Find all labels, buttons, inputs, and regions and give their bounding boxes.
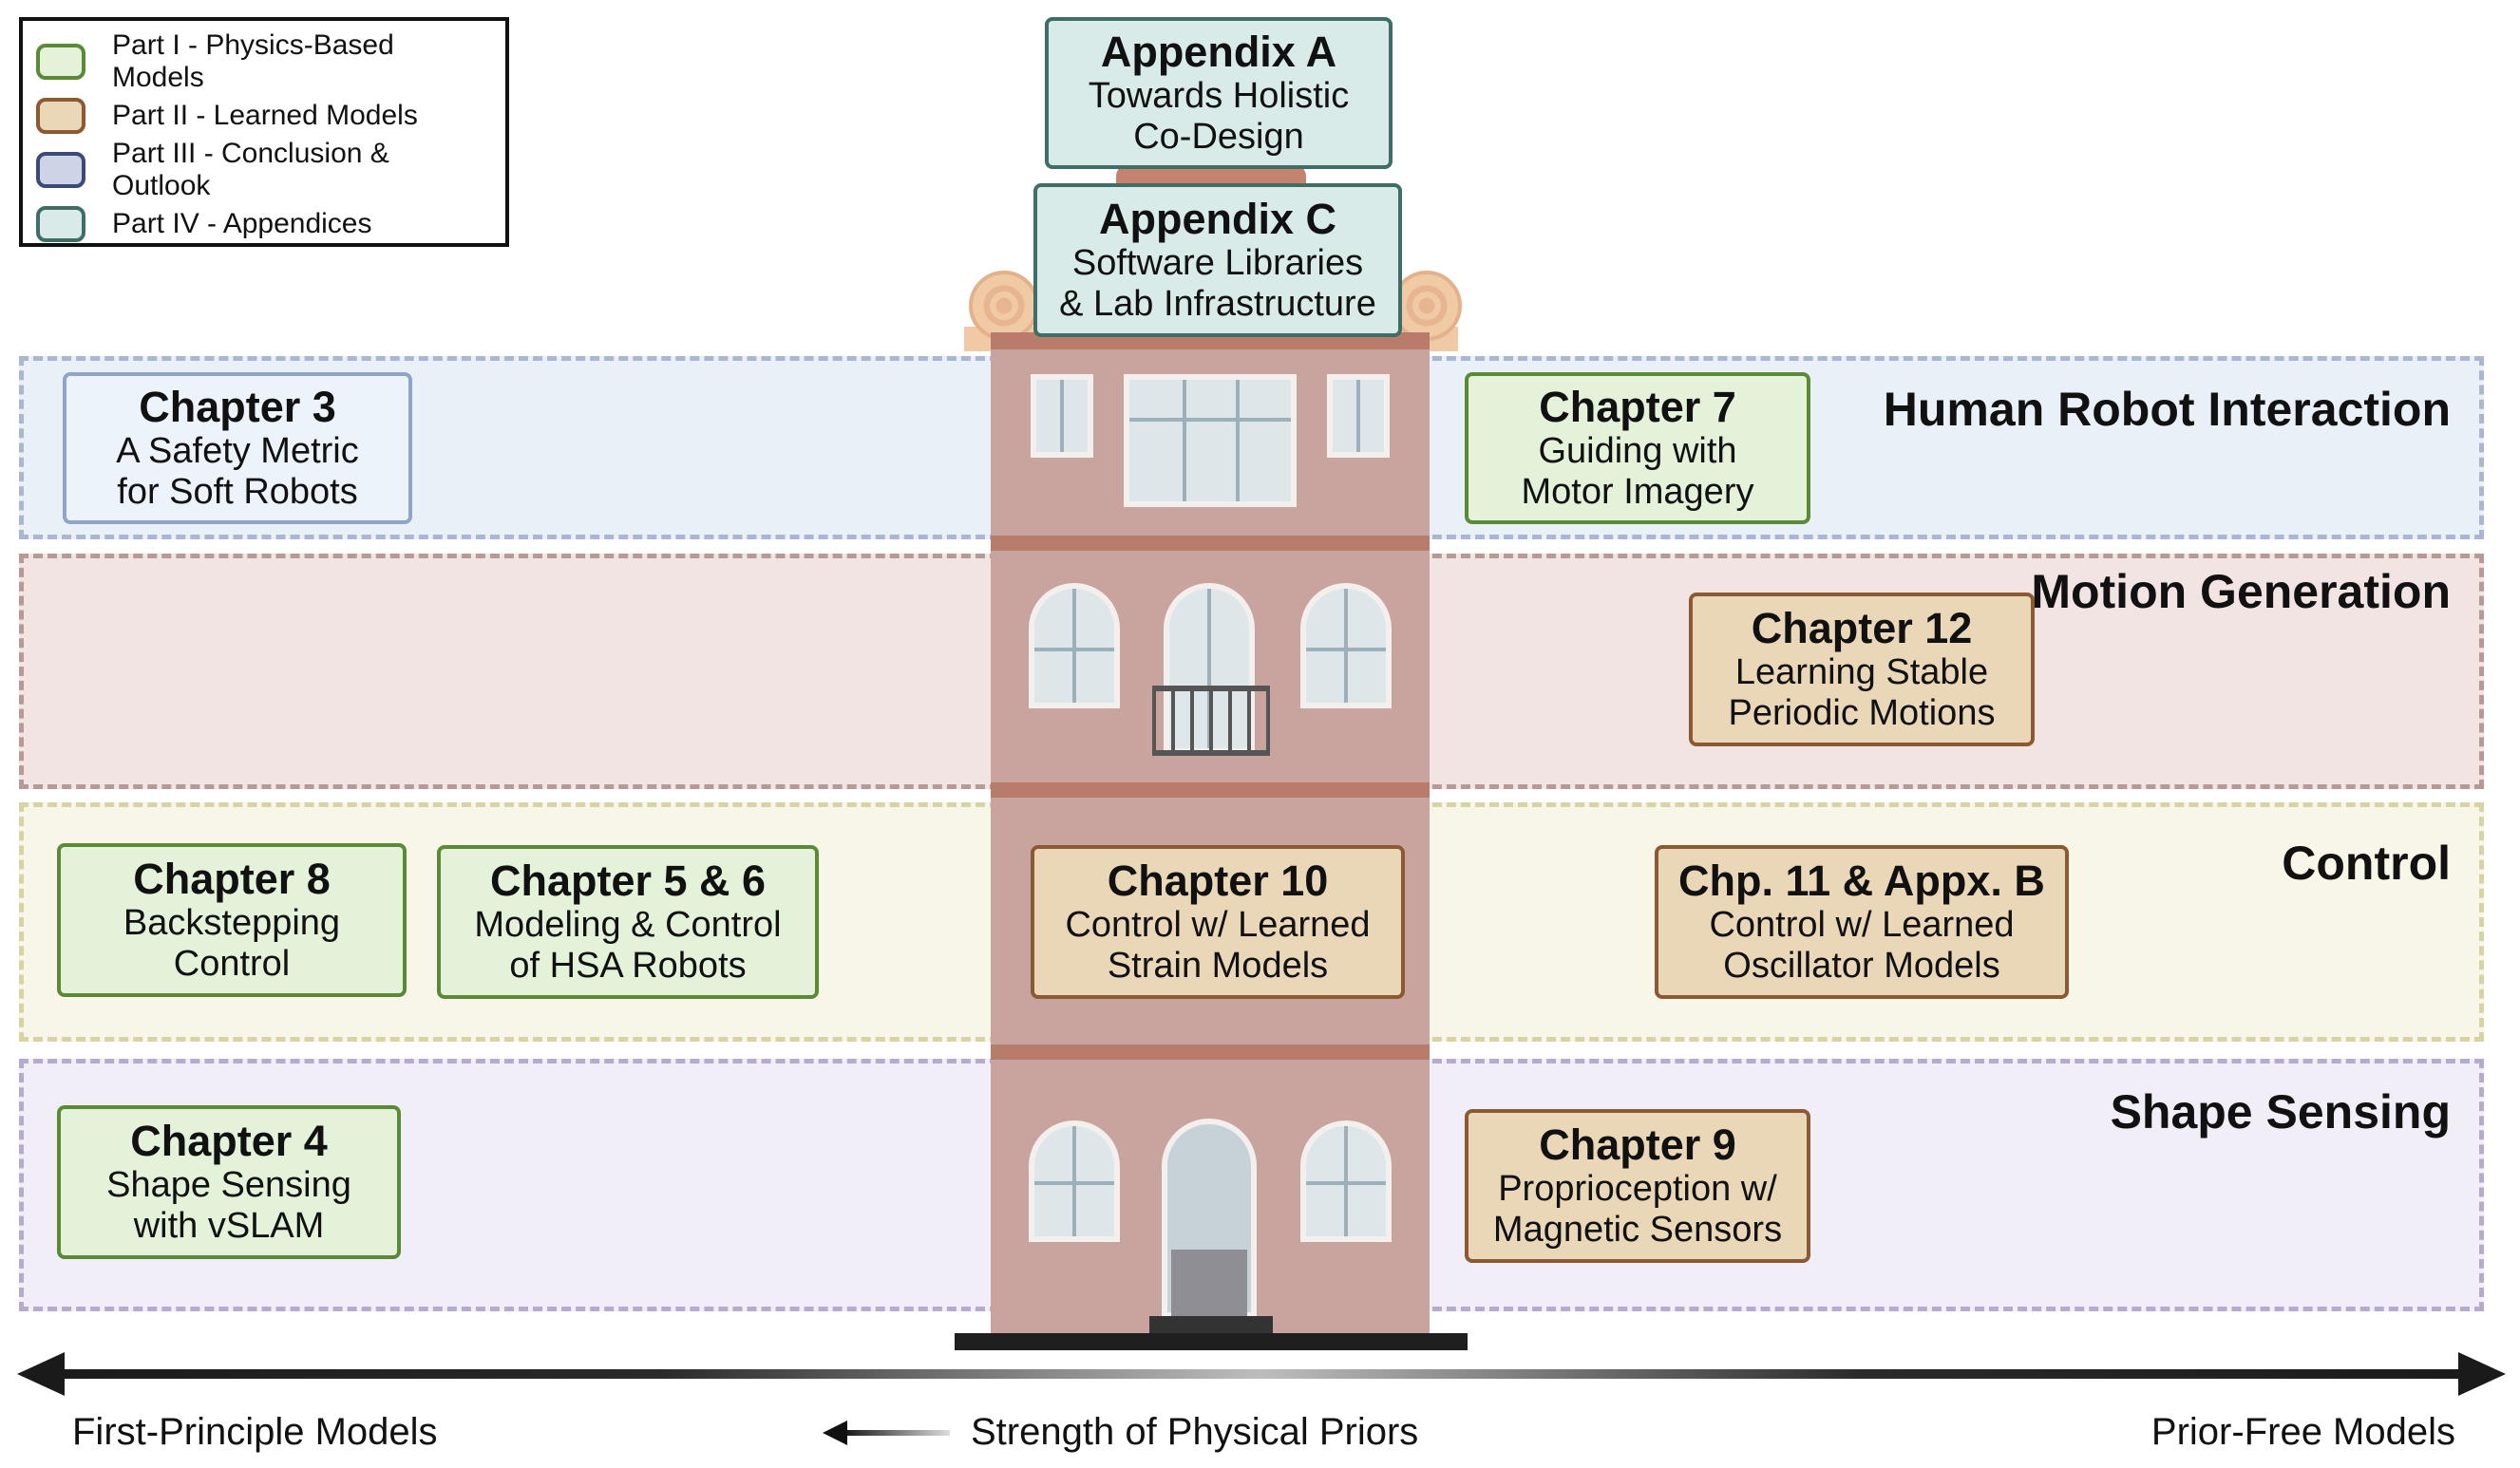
legend-swatch-part-3 xyxy=(36,151,85,188)
floor-separator xyxy=(991,1045,1430,1060)
building-window xyxy=(1029,1120,1120,1242)
roof-ornament-left xyxy=(969,271,1039,341)
axis-arrowhead-right xyxy=(2458,1352,2506,1396)
box-line: Proprioception w/ xyxy=(1498,1169,1777,1209)
box-line: Strain Models xyxy=(1107,946,1329,986)
legend-label: Part II - Learned Models xyxy=(112,99,418,131)
building-step xyxy=(1149,1316,1273,1335)
box-line: for Soft Robots xyxy=(117,472,358,512)
box-title: Chapter 9 xyxy=(1539,1120,1736,1169)
building-window xyxy=(1031,374,1093,458)
box-line: Guiding with xyxy=(1538,431,1737,471)
balcony xyxy=(1152,686,1270,756)
box-line: Control xyxy=(173,944,291,984)
legend-item: Part II - Learned Models xyxy=(36,88,492,142)
legend-item: Part IV - Appendices xyxy=(36,197,492,251)
building-window xyxy=(1327,374,1390,458)
box-line: A Safety Metric xyxy=(116,431,359,471)
legend-label: Part IV - Appendices xyxy=(112,207,372,239)
box-title: Appendix A xyxy=(1100,28,1337,76)
box-appendix-a: Appendix A Towards Holistic Co-Design xyxy=(1045,17,1393,169)
box-title: Chapter 4 xyxy=(130,1117,328,1165)
legend-swatch-part-2 xyxy=(36,97,85,134)
priors-arrow-icon xyxy=(823,1421,950,1445)
door-panel xyxy=(1171,1250,1247,1316)
building-window xyxy=(1300,1120,1392,1242)
box-title: Chapter 5 & 6 xyxy=(489,856,767,905)
box-line: Shape Sensing xyxy=(106,1165,351,1205)
box-line: Periodic Motions xyxy=(1728,693,1996,733)
legend-swatch-part-4 xyxy=(36,205,85,242)
box-chapter-10: Chapter 10 Control w/ Learned Strain Mod… xyxy=(1031,845,1405,999)
band-title: Human Robot Interaction xyxy=(1883,383,2451,436)
axis-label-center: Strength of Physical Priors xyxy=(971,1411,1419,1453)
band-title: Motion Generation xyxy=(2031,565,2451,618)
legend-label: Part I - Physics-Based Models xyxy=(112,28,394,93)
box-line: Control w/ Learned xyxy=(1065,905,1371,945)
band-title: Shape Sensing xyxy=(2110,1085,2451,1139)
box-chapter-9: Chapter 9 Proprioception w/ Magnetic Sen… xyxy=(1465,1109,1810,1263)
box-chapter-12: Chapter 12 Learning Stable Periodic Moti… xyxy=(1689,593,2035,746)
axis-label-left: First-Principle Models xyxy=(72,1411,438,1453)
box-line: of HSA Robots xyxy=(509,946,747,986)
box-line: Motor Imagery xyxy=(1521,472,1754,512)
floor-separator xyxy=(991,536,1430,551)
legend-item: Part III - Conclusion & Outlook xyxy=(36,138,492,201)
box-line: Modeling & Control xyxy=(474,905,782,945)
box-title: Chapter 7 xyxy=(1539,383,1736,431)
box-line: Software Libraries xyxy=(1071,243,1364,283)
box-line: Magnetic Sensors xyxy=(1492,1210,1783,1250)
box-line: Co-Design xyxy=(1133,117,1304,157)
axis-line xyxy=(57,1369,2465,1379)
building-window xyxy=(1300,583,1392,708)
box-title: Chapter 3 xyxy=(139,383,336,431)
axis-label-right: Prior-Free Models xyxy=(2151,1411,2455,1453)
box-title: Chapter 12 xyxy=(1751,604,1973,652)
building-roof xyxy=(991,332,1430,353)
box-title: Appendix C xyxy=(1098,195,1336,243)
box-line: with vSLAM xyxy=(133,1206,325,1246)
box-line: Control w/ Learned xyxy=(1709,905,2015,945)
box-chapter-11-appx-b: Chp. 11 & Appx. B Control w/ Learned Osc… xyxy=(1655,845,2069,999)
box-line: Oscillator Models xyxy=(1723,946,2000,986)
box-title: Chapter 8 xyxy=(133,855,331,903)
box-appendix-c: Appendix C Software Libraries & Lab Infr… xyxy=(1033,183,1402,337)
box-line: Learning Stable xyxy=(1734,652,1989,692)
box-title: Chapter 10 xyxy=(1107,856,1329,905)
box-chapter-8: Chapter 8 Backstepping Control xyxy=(57,843,407,997)
box-title: Chp. 11 & Appx. B xyxy=(1678,856,2045,905)
legend-label: Part III - Conclusion & Outlook xyxy=(112,137,389,201)
building-window xyxy=(1124,374,1297,507)
box-line: Towards Holistic xyxy=(1088,76,1350,116)
legend-item: Part I - Physics-Based Models xyxy=(36,29,492,93)
box-line: Backstepping xyxy=(123,903,341,943)
roof-ornament-right xyxy=(1392,271,1462,341)
building-base xyxy=(955,1333,1468,1350)
box-chapter-3: Chapter 3 A Safety Metric for Soft Robot… xyxy=(63,372,412,524)
building xyxy=(991,349,1430,1337)
floor-separator xyxy=(991,782,1430,798)
building-window xyxy=(1029,583,1120,708)
band-title: Control xyxy=(2282,837,2451,890)
box-chapter-5-6: Chapter 5 & 6 Modeling & Control of HSA … xyxy=(437,845,819,999)
box-chapter-4: Chapter 4 Shape Sensing with vSLAM xyxy=(57,1105,401,1259)
axis-arrowhead-left xyxy=(17,1352,65,1396)
legend: Part I - Physics-Based Models Part II - … xyxy=(19,17,509,247)
legend-swatch-part-1 xyxy=(36,43,85,80)
box-chapter-7: Chapter 7 Guiding with Motor Imagery xyxy=(1465,372,1810,524)
box-line: & Lab Infrastructure xyxy=(1059,284,1376,324)
